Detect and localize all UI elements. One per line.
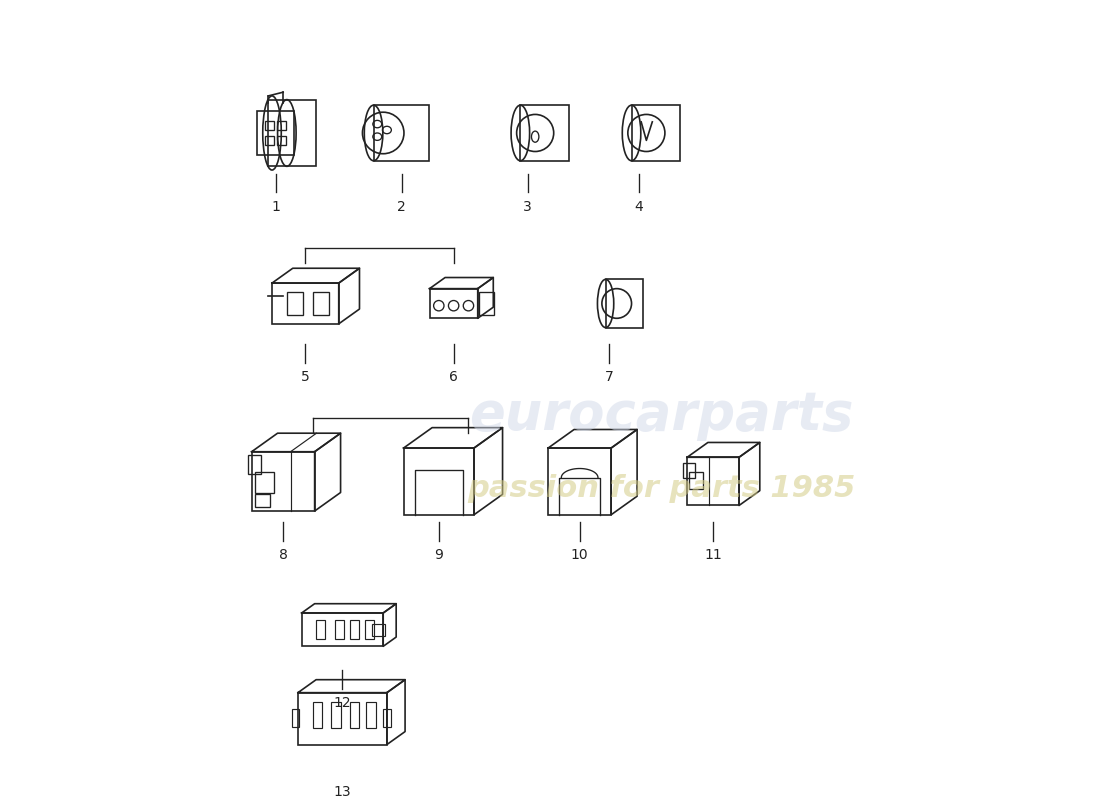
Bar	[631, 105, 680, 161]
Bar	[689, 473, 704, 489]
Bar	[365, 620, 374, 639]
Text: 11: 11	[704, 548, 722, 562]
Bar	[480, 292, 494, 314]
Text: 10: 10	[571, 548, 588, 562]
Bar	[252, 452, 315, 511]
Text: 7: 7	[605, 370, 614, 384]
Bar	[331, 702, 341, 728]
Bar	[372, 624, 385, 635]
Bar	[268, 100, 317, 166]
Bar	[301, 613, 383, 646]
Text: 4: 4	[635, 200, 643, 214]
Bar	[255, 494, 271, 507]
Bar	[404, 448, 474, 514]
Bar	[298, 693, 387, 745]
Bar	[366, 702, 376, 728]
Bar	[336, 620, 344, 639]
Text: 2: 2	[397, 200, 406, 214]
Bar	[312, 292, 329, 315]
Bar	[292, 709, 299, 727]
Bar	[248, 455, 262, 474]
Bar	[548, 448, 612, 514]
Text: eurocarparts: eurocarparts	[469, 389, 854, 441]
Bar	[257, 110, 294, 155]
Text: 13: 13	[333, 786, 351, 799]
Bar	[265, 121, 274, 130]
Bar	[350, 620, 359, 639]
Bar	[265, 136, 274, 145]
Text: 5: 5	[301, 370, 310, 384]
Text: passion for parts 1985: passion for parts 1985	[468, 474, 856, 503]
Bar	[383, 709, 390, 727]
Bar	[688, 458, 739, 506]
Bar	[317, 620, 326, 639]
Bar	[312, 702, 322, 728]
Bar	[255, 472, 274, 493]
Bar	[520, 105, 569, 161]
Bar	[429, 289, 477, 318]
Bar	[272, 283, 339, 324]
Bar	[374, 105, 429, 161]
Text: 8: 8	[278, 548, 287, 562]
Text: 1: 1	[272, 200, 280, 214]
Bar	[683, 463, 694, 478]
Bar	[606, 279, 642, 327]
Text: 6: 6	[449, 370, 458, 384]
Bar	[277, 136, 286, 145]
Bar	[287, 292, 304, 315]
Bar	[277, 121, 286, 130]
Text: 9: 9	[434, 548, 443, 562]
Text: 12: 12	[333, 696, 351, 710]
Bar	[350, 702, 360, 728]
Text: 3: 3	[524, 200, 532, 214]
